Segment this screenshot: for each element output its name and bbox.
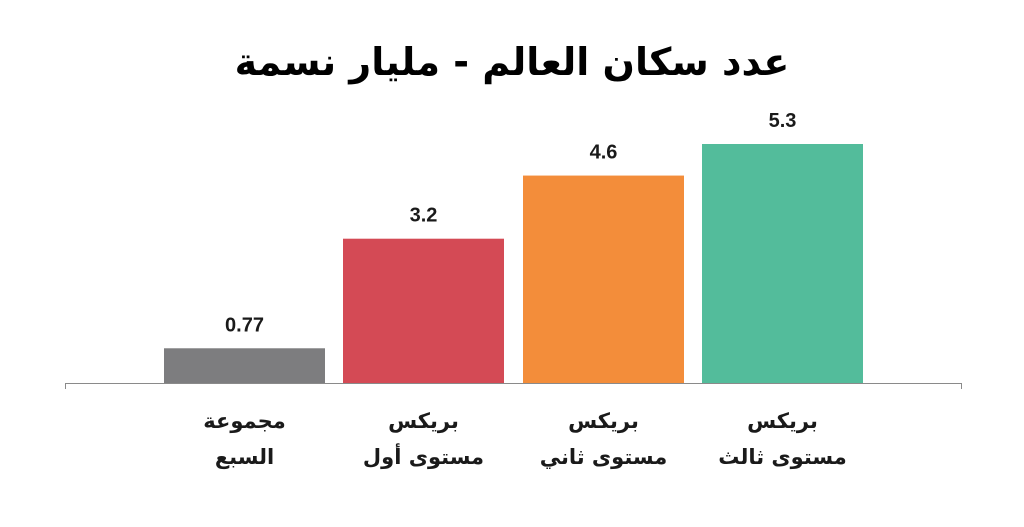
labels-layer: 0.77 مجموعة السبع 3.2 بريكس مستوى أول 4.6 بريكس…	[203, 110, 847, 469]
chart-title: عدد سكان العالم - مليار نسمة	[234, 40, 790, 84]
value-label-2: 3.2	[410, 205, 438, 227]
axis-layer	[65, 383, 962, 389]
category-label-2-line-1: بريكس	[388, 409, 459, 433]
value-label-1: 0.77	[225, 314, 264, 336]
category-label-1-line-1: مجموعة	[203, 409, 285, 433]
bar-1	[164, 348, 325, 383]
bar-4	[702, 144, 863, 383]
bar-3	[523, 175, 684, 383]
value-label-4: 5.3	[769, 110, 797, 132]
bar-2	[343, 238, 504, 383]
value-label-3: 4.6	[590, 142, 618, 164]
category-label-4-line-1: بريكس	[747, 409, 818, 433]
category-label-4-line-2: مستوى ثالث	[718, 445, 847, 469]
category-label-2-line-2: مستوى أول	[363, 442, 484, 469]
category-label-3-line-2: مستوى ثاني	[540, 445, 668, 469]
bars-layer	[164, 144, 863, 383]
category-label-1-line-2: السبع	[215, 445, 274, 469]
category-label-3-line-1: بريكس	[568, 409, 639, 433]
